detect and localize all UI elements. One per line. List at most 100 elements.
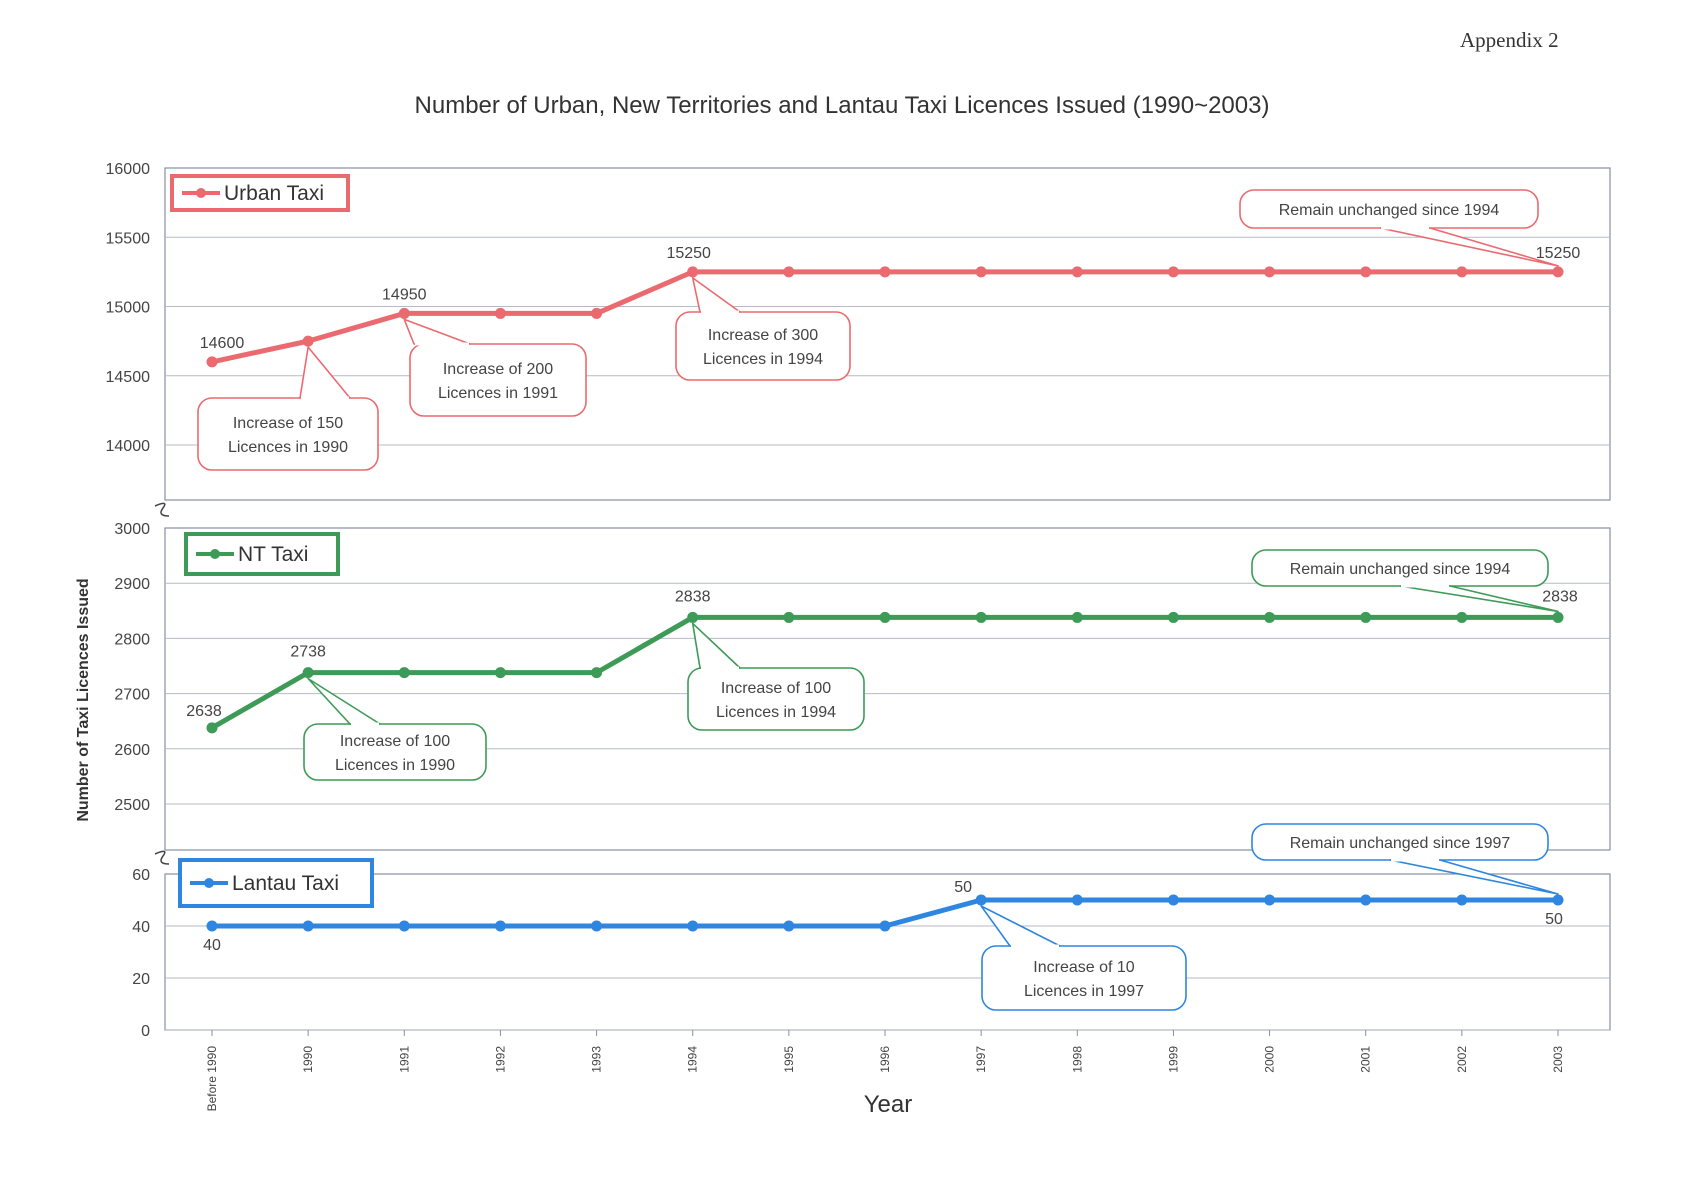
nt-data-point xyxy=(1071,611,1083,623)
urban-callout-box xyxy=(409,343,587,417)
nt-y-tick-label: 2800 xyxy=(114,631,150,648)
urban-callout-box xyxy=(197,397,379,471)
nt-callout-pointer xyxy=(307,677,381,725)
nt-data-point xyxy=(398,667,410,679)
nt-legend-label: NT Taxi xyxy=(238,543,308,566)
lantau-callout-text: Increase of 10 xyxy=(1033,959,1135,976)
nt-callout-text: Licences in 1994 xyxy=(716,704,836,721)
nt-y-tick-label: 2700 xyxy=(114,687,150,704)
urban-data-point xyxy=(1071,266,1083,278)
urban-callout-text: Increase of 200 xyxy=(443,361,553,378)
lantau-data-point xyxy=(1167,894,1179,906)
urban-y-tick-label: 15500 xyxy=(106,230,151,247)
x-tick-label: 1997 xyxy=(974,1046,988,1073)
urban-data-point xyxy=(1360,266,1372,278)
nt-y-tick-label: 2600 xyxy=(114,742,150,759)
lantau-callout-box xyxy=(981,945,1187,1011)
urban-callout-pointer xyxy=(1379,227,1559,267)
urban-data-label: 14950 xyxy=(382,286,427,303)
urban-data-point xyxy=(206,356,218,368)
nt-callout-pointer xyxy=(691,622,741,669)
urban-legend-label: Urban Taxi xyxy=(224,182,324,205)
nt-legend-marker xyxy=(210,549,220,559)
nt-callout-text: Increase of 100 xyxy=(340,733,450,750)
x-tick-label: 1996 xyxy=(878,1046,892,1073)
lantau-legend-marker xyxy=(204,878,214,888)
lantau-y-tick-label: 60 xyxy=(132,867,150,884)
urban-data-point xyxy=(1167,266,1179,278)
x-tick-label: 2003 xyxy=(1551,1046,1565,1073)
urban-callout-text: Licences in 1990 xyxy=(228,439,348,456)
nt-data-point xyxy=(879,611,891,623)
urban-callout-pointer xyxy=(691,277,741,313)
lantau-callout-text: Licences in 1997 xyxy=(1024,983,1144,1000)
urban-data-point xyxy=(1552,266,1564,278)
nt-callout-box xyxy=(687,667,865,731)
nt-data-label: 2638 xyxy=(186,703,222,720)
nt-data-point xyxy=(687,611,699,623)
lantau-data-label: 40 xyxy=(203,937,221,954)
x-tick-label: 2002 xyxy=(1455,1046,1469,1073)
nt-data-label: 2738 xyxy=(290,644,326,661)
x-tick-label: 1994 xyxy=(686,1046,700,1073)
nt-data-point xyxy=(1360,611,1372,623)
lantau-data-point xyxy=(1456,894,1468,906)
lantau-data-point xyxy=(879,920,891,932)
nt-series-line xyxy=(210,614,1558,730)
urban-y-tick-label: 15000 xyxy=(106,300,151,317)
nt-data-point xyxy=(1456,611,1468,623)
nt-data-point xyxy=(302,667,314,679)
nt-y-tick-label: 3000 xyxy=(114,521,150,538)
urban-data-point xyxy=(879,266,891,278)
x-tick-label: 1995 xyxy=(782,1046,796,1073)
lantau-data-label: 50 xyxy=(1545,911,1563,928)
urban-legend-marker xyxy=(196,188,206,198)
lantau-y-tick-label: 40 xyxy=(132,919,150,936)
axis-break-mark xyxy=(154,850,170,865)
x-axis-title: Year xyxy=(864,1091,913,1118)
lantau-data-point xyxy=(1552,894,1564,906)
nt-data-point xyxy=(1552,611,1564,623)
urban-callout-pointer xyxy=(299,346,351,399)
lantau-data-point xyxy=(206,920,218,932)
chart-title: Number of Urban, New Territories and Lan… xyxy=(414,92,1270,119)
lantau-data-point xyxy=(687,920,699,932)
nt-data-point xyxy=(1264,611,1276,623)
urban-data-point xyxy=(398,307,410,319)
y-axis-title: Number of Taxi Licences Issued xyxy=(75,578,92,821)
lantau-data-point xyxy=(398,920,410,932)
x-tick-label: 1998 xyxy=(1070,1046,1084,1073)
urban-y-tick-label: 16000 xyxy=(106,161,151,178)
urban-data-point xyxy=(975,266,987,278)
nt-callout-text: Licences in 1990 xyxy=(335,757,455,774)
x-tick-label: Before 1990 xyxy=(205,1046,219,1112)
lantau-legend-label: Lantau Taxi xyxy=(232,872,339,895)
lantau-data-point xyxy=(1071,894,1083,906)
urban-callout-text: Licences in 1994 xyxy=(703,351,823,368)
nt-panel-frame xyxy=(164,527,1611,851)
lantau-y-tick-label: 20 xyxy=(132,971,150,988)
x-tick-label: 1999 xyxy=(1166,1046,1180,1073)
lantau-callout-pointer xyxy=(1389,859,1559,895)
urban-data-point xyxy=(1264,266,1276,278)
lantau-data-point xyxy=(783,920,795,932)
axis-break-mark xyxy=(154,502,170,517)
urban-callout-text: Increase of 300 xyxy=(708,327,818,344)
urban-data-point xyxy=(302,335,314,347)
urban-callout-box xyxy=(675,311,851,381)
lantau-panel-frame xyxy=(164,873,1611,1031)
lantau-data-point xyxy=(591,920,603,932)
urban-data-label: 15250 xyxy=(1536,245,1581,262)
appendix-label: Appendix 2 xyxy=(1460,28,1559,52)
nt-callout-text: Increase of 100 xyxy=(721,680,831,697)
nt-callout-box xyxy=(303,723,487,781)
urban-legend-box xyxy=(170,174,350,212)
lantau-data-point xyxy=(302,920,314,932)
nt-data-point xyxy=(494,667,506,679)
lantau-data-point xyxy=(975,894,987,906)
urban-callout-text: Increase of 150 xyxy=(233,415,343,432)
urban-data-point xyxy=(494,307,506,319)
lantau-data-point xyxy=(1264,894,1276,906)
